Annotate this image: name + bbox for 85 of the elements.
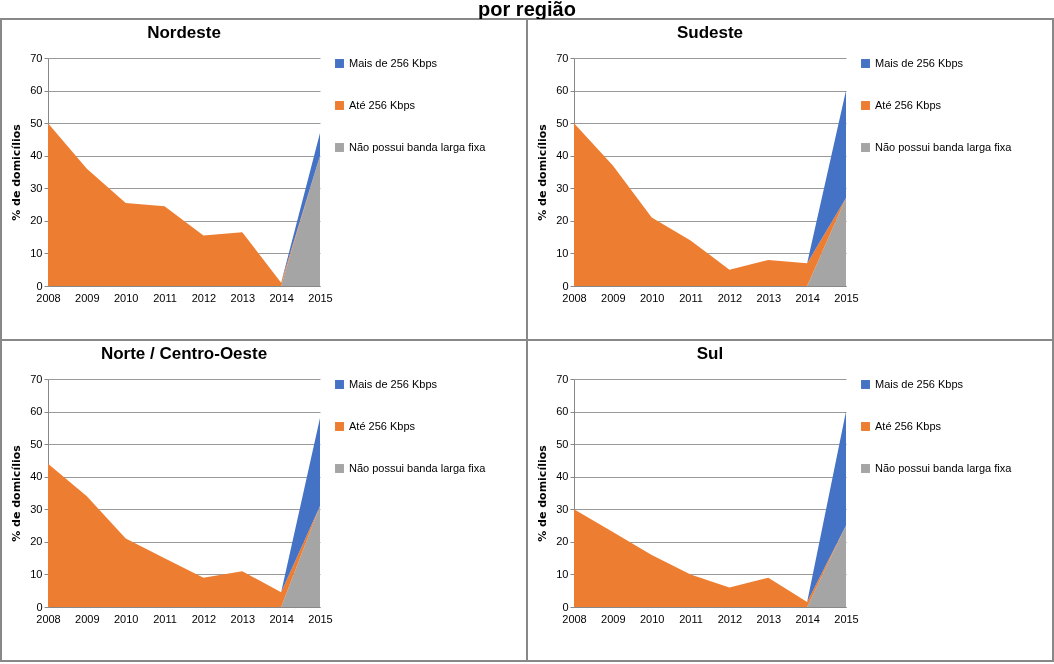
y-tick-label: 40 [30,149,43,162]
y-tick-label: 10 [30,246,43,259]
y-tick-label: 10 [556,246,569,259]
y-tick-label: 70 [30,372,43,385]
y-axis-title: % de domicílios [10,123,24,221]
y-axis-title: % de domicílios [10,444,24,542]
y-tick-label: 60 [556,84,569,97]
y-tick-label: 60 [556,405,569,418]
y-tick-label: 60 [30,405,43,418]
x-tick-label: 2009 [75,291,100,304]
y-tick-label: 70 [556,372,569,385]
x-tick-label: 2008 [36,612,61,625]
y-axis-title: % de domicílios [536,123,550,221]
x-tick-label: 2011 [679,612,703,625]
chart-title: Nordeste [147,23,221,42]
x-tick-label: 2012 [717,612,743,625]
legend-label: Até 256 Kbps [349,419,416,432]
y-tick-label: 30 [556,181,569,194]
legend-label: Até 256 Kbps [349,98,416,111]
y-tick-label: 10 [556,567,569,580]
x-tick-label: 2010 [113,291,139,304]
y-tick-label: 20 [30,214,43,227]
legend-label: Mais de 256 Kbps [875,56,964,69]
y-tick-label: 10 [30,567,43,580]
x-tick-label: 2008 [562,291,587,304]
y-tick-label: 0 [36,279,43,292]
y-tick-label: 20 [30,535,43,548]
legend-label: Mais de 256 Kbps [349,377,438,390]
y-tick-label: 0 [36,600,43,613]
chart-title: Sul [696,344,724,363]
y-tick-label: 30 [30,181,43,194]
x-tick-label: 2011 [153,612,177,625]
x-tick-label: 2014 [269,612,294,625]
x-tick-label: 2013 [230,291,256,304]
y-tick-label: 20 [556,535,569,548]
y-tick-label: 50 [30,116,43,129]
legend-label: Não possui banda larga fixa [875,461,1013,474]
x-tick-label: 2008 [562,612,587,625]
legend-label: Até 256 Kbps [875,419,942,432]
chart-title: Sudeste [676,23,744,42]
y-tick-label: 60 [30,84,43,97]
x-tick-label: 2009 [601,291,626,304]
legend-label: Mais de 256 Kbps [349,56,438,69]
x-tick-label: 2015 [308,291,333,304]
y-tick-label: 20 [556,214,569,227]
y-tick-label: 40 [556,149,569,162]
y-tick-label: 30 [556,502,569,515]
x-tick-label: 2013 [230,612,256,625]
x-tick-label: 2010 [639,291,665,304]
text: por região [477,0,577,20]
legend-label: Não possui banda larga fixa [875,140,1013,153]
x-tick-label: 2015 [834,291,859,304]
x-tick-label: 2012 [191,291,217,304]
y-tick-label: 50 [556,116,569,129]
y-tick-label: 40 [556,470,569,483]
x-tick-label: 2013 [756,291,782,304]
y-tick-label: 50 [556,437,569,450]
x-tick-label: 2011 [153,291,177,304]
y-tick-label: 0 [562,600,569,613]
x-tick-label: 2014 [795,612,820,625]
x-tick-label: 2014 [269,291,294,304]
x-tick-label: 2009 [75,612,100,625]
legend-label: Não possui banda larga fixa [349,140,487,153]
y-tick-label: 70 [556,51,569,64]
legend-label: Mais de 256 Kbps [875,377,964,390]
x-tick-label: 2009 [601,612,626,625]
x-tick-label: 2015 [308,612,333,625]
x-tick-label: 2012 [717,291,743,304]
y-tick-label: 0 [562,279,569,292]
y-tick-label: 70 [30,51,43,64]
x-tick-label: 2013 [756,612,782,625]
legend-label: Não possui banda larga fixa [349,461,487,474]
y-tick-label: 50 [30,437,43,450]
y-tick-label: 40 [30,470,43,483]
chart-title: Norte / Centro-Oeste [100,344,268,363]
x-tick-label: 2012 [191,612,217,625]
x-tick-label: 2011 [679,291,703,304]
x-tick-label: 2010 [639,612,665,625]
legend-label: Até 256 Kbps [875,98,942,111]
x-tick-label: 2015 [834,612,859,625]
x-tick-label: 2014 [795,291,820,304]
y-axis-title: % de domicílios [536,444,550,542]
x-tick-label: 2008 [36,291,61,304]
x-tick-label: 2010 [113,612,139,625]
y-tick-label: 30 [30,502,43,515]
